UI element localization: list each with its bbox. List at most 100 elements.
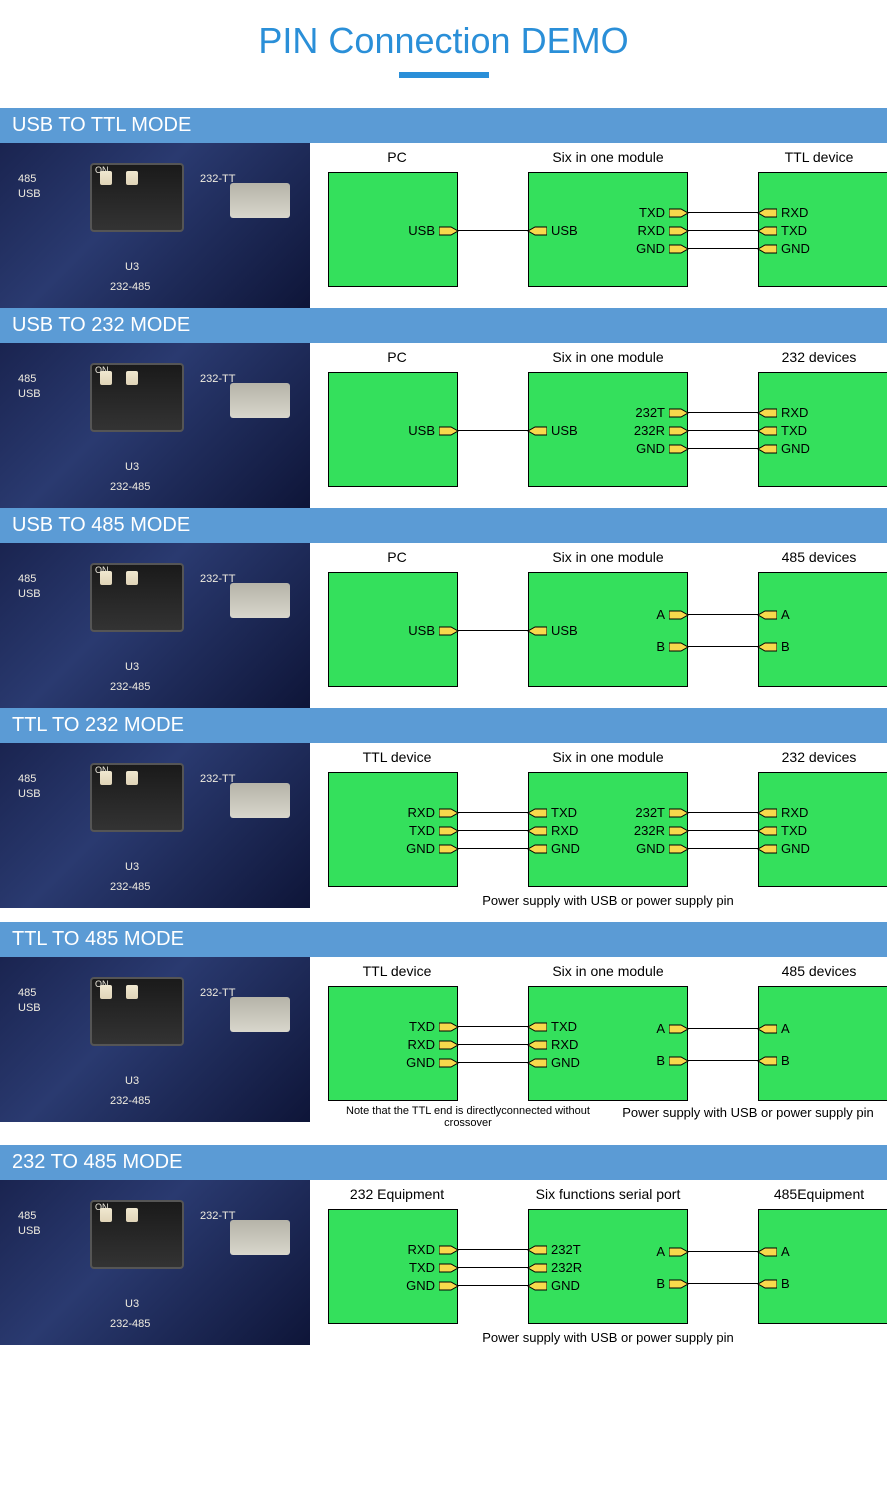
diagram-box-middle: 232T232RGNDAB <box>528 1209 688 1324</box>
diagram-box-right: AB <box>758 572 887 687</box>
diagram-box-left: USB <box>328 572 458 687</box>
pcb-photo: 485 USB 232-TT U3 232-485 ON <box>0 957 310 1122</box>
pin-arrow-icon <box>439 426 459 436</box>
pcb-silk-text: USB <box>18 588 41 600</box>
pin-arrow-icon <box>669 444 689 454</box>
pcb-silk-text: USB <box>18 788 41 800</box>
pin-label: 232T <box>635 405 665 420</box>
pcb-silk-text: U3 <box>125 661 139 673</box>
wire <box>458 1249 528 1251</box>
wire <box>458 1026 528 1028</box>
boxes-row: USBUSBABAB <box>328 569 887 689</box>
diagram-column: PC Six in one module TTL deviceUSBUSBTXD… <box>310 143 887 295</box>
pin-label: A <box>656 1021 665 1036</box>
diagram-box-left: RXD TXD GND <box>328 1209 458 1324</box>
pin-label: RXD <box>781 805 808 820</box>
box-labels-row: 232 Equipment Six functions serial port … <box>328 1186 887 1206</box>
box-label: 485 devices <box>754 549 884 565</box>
pin-label: 232R <box>634 423 665 438</box>
pin-arrow-icon <box>757 1279 777 1289</box>
wire-gap <box>458 172 528 287</box>
pin-label: GND <box>636 841 665 856</box>
pin-arrow-icon <box>527 1245 547 1255</box>
box-labels-row: PC Six in one module 485 devices <box>328 549 887 569</box>
pin-label: RXD <box>408 1242 435 1257</box>
pcb-silk-text: 232-485 <box>110 481 150 493</box>
box-label: Six in one module <box>528 149 688 165</box>
pin-label: A <box>781 607 790 622</box>
box-label: 232 devices <box>754 749 884 765</box>
pin-label: TXD <box>409 1260 435 1275</box>
box-label: PC <box>332 149 462 165</box>
pin-arrow-icon <box>439 1040 459 1050</box>
pin-label: USB <box>551 223 578 238</box>
diagram-column: TTL device Six in one module 232 devices… <box>310 743 887 922</box>
wire <box>458 830 528 832</box>
pin-arrow-icon <box>757 226 777 236</box>
boxes-row: USBUSBTXDRXDGNDRXDTXDGND <box>328 169 887 289</box>
photo-column: 485 USB 232-TT U3 232-485 ON <box>0 743 310 908</box>
pin-arrow-icon <box>669 244 689 254</box>
pin-arrow-icon <box>669 610 689 620</box>
pin-arrow-icon <box>669 826 689 836</box>
diagram-box-middle: TXDRXDGNDAB <box>528 986 688 1101</box>
box-label: 485Equipment <box>754 1186 884 1202</box>
footnote-row: Note that the TTL end is directlyconnect… <box>328 1103 887 1139</box>
pin-arrow-icon <box>757 610 777 620</box>
wire <box>458 630 528 632</box>
box-label: Six in one module <box>528 963 688 979</box>
pin-label: 232R <box>634 823 665 838</box>
pin-label: RXD <box>638 223 665 238</box>
pcb-silk-text: 485 <box>18 173 36 185</box>
diagram-column: PC Six in one module 232 devicesUSBUSB23… <box>310 343 887 495</box>
wire <box>688 212 758 214</box>
diagram-box-left: USB <box>328 372 458 487</box>
pcb-photo: 485 USB 232-TT U3 232-485 ON <box>0 143 310 308</box>
wire <box>688 430 758 432</box>
pcb-silk-text: USB <box>18 1225 41 1237</box>
pin-arrow-icon <box>669 208 689 218</box>
mode-row: 485 USB 232-TT U3 232-485 ON TTL device … <box>0 743 887 922</box>
pin-arrow-icon <box>757 244 777 254</box>
footnote-text: Power supply with USB or power supply pi… <box>608 1105 887 1129</box>
pin-label: TXD <box>781 423 807 438</box>
pin-label: TXD <box>409 823 435 838</box>
pin-label: GND <box>636 241 665 256</box>
diagram-box-left: TXDRXDGND <box>328 986 458 1101</box>
diagram-box-right: AB <box>758 986 887 1101</box>
pin-arrow-icon <box>527 426 547 436</box>
pin-label: GND <box>406 841 435 856</box>
pin-label: A <box>656 607 665 622</box>
pcb-silk-text: 485 <box>18 1210 36 1222</box>
pin-arrow-icon <box>527 1022 547 1032</box>
pcb-silk-text: 232-485 <box>110 1318 150 1330</box>
pin-label: A <box>656 1244 665 1259</box>
pin-label: RXD <box>551 1037 578 1052</box>
page-title: PIN Connection DEMO <box>0 0 887 72</box>
boxes-row: TXDRXDGND TXDRXDGNDAB AB <box>328 983 887 1103</box>
wire-gap <box>458 372 528 487</box>
box-label: TTL device <box>754 149 884 165</box>
pin-arrow-icon <box>757 1056 777 1066</box>
pin-arrow-icon <box>439 1058 459 1068</box>
pin-arrow-icon <box>669 1024 689 1034</box>
pcb-photo: 485 USB 232-TT U3 232-485 ON <box>0 543 310 708</box>
wire <box>458 1267 528 1269</box>
photo-column: 485 USB 232-TT U3 232-485 ON <box>0 957 310 1122</box>
pin-arrow-icon <box>757 1247 777 1257</box>
wire-gap <box>458 772 528 887</box>
box-label: 232 devices <box>754 349 884 365</box>
pin-arrow-icon <box>439 826 459 836</box>
pcb-silk-text: USB <box>18 1002 41 1014</box>
wire <box>688 448 758 450</box>
mode-header: USB TO 232 MODE <box>0 308 887 343</box>
diagram-box-middle: TXDRXDGND232T232RGND <box>528 772 688 887</box>
pin-arrow-icon <box>439 626 459 636</box>
pin-label: GND <box>406 1278 435 1293</box>
wire <box>688 248 758 250</box>
pcb-silk-text: 232-TT <box>200 987 235 999</box>
pin-arrow-icon <box>669 642 689 652</box>
pin-label: B <box>656 1276 665 1291</box>
wire <box>458 430 528 432</box>
wire <box>688 1028 758 1030</box>
